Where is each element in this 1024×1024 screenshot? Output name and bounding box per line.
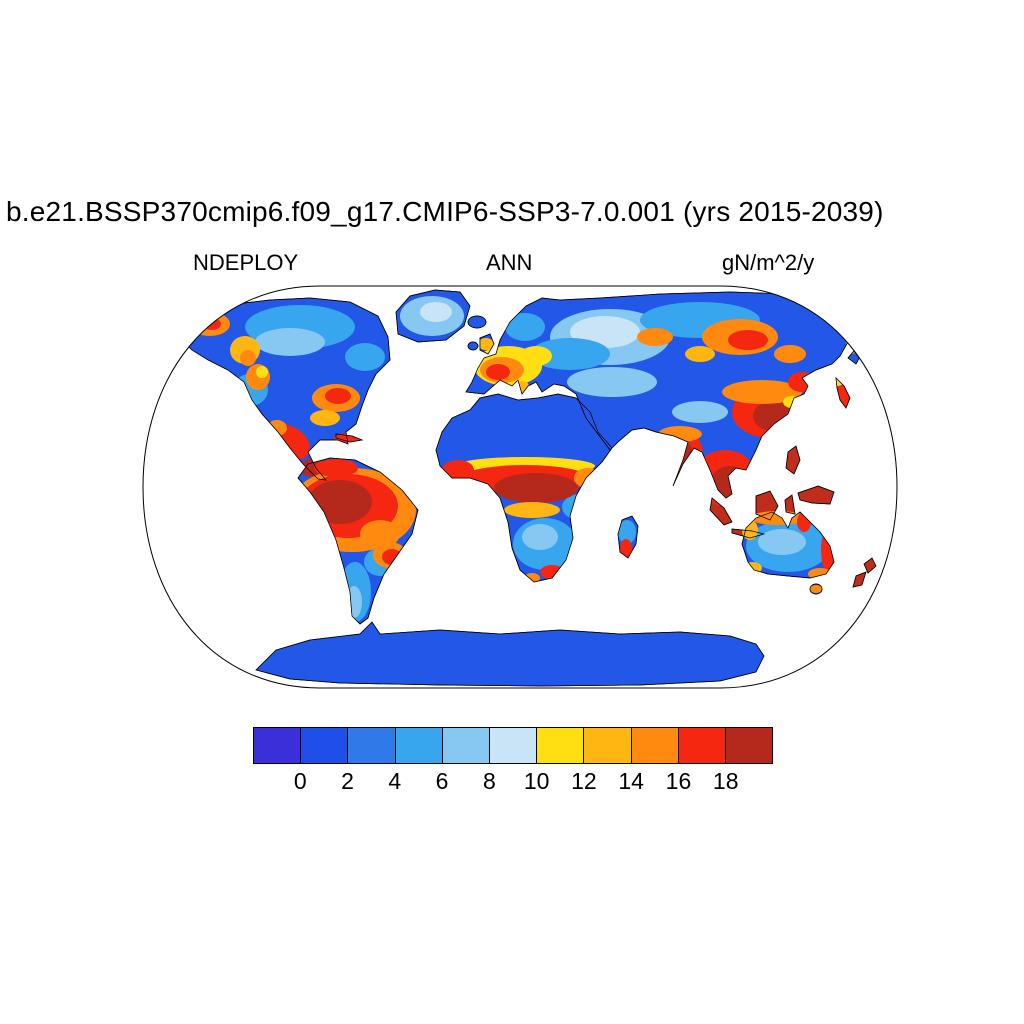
colorbar-box — [724, 728, 773, 763]
colorbar-box — [488, 728, 537, 763]
colorbar-box — [300, 728, 348, 763]
colorbar-tick-label: 14 — [618, 768, 644, 794]
colorbar-box — [347, 728, 395, 763]
colorbar-box — [254, 728, 301, 763]
colorbar-box — [441, 728, 489, 763]
colorbar-box — [677, 728, 725, 763]
colorbar-tick-label: 18 — [712, 768, 739, 794]
colorbar-tick-label: 4 — [388, 768, 402, 794]
colorbar-tick-label: 12 — [571, 768, 597, 794]
colorbar-tick-label: 16 — [665, 768, 692, 794]
colorbar-tick-label: 0 — [293, 768, 307, 794]
colorbar-tick-label: 10 — [523, 768, 550, 794]
colorbar — [253, 727, 773, 764]
colorbar-labels: 0 2 4 6 8 10 12 14 16 18 — [253, 768, 773, 796]
colorbar-tick-label: 2 — [341, 768, 354, 794]
season-label: ANN — [486, 250, 533, 275]
plot-title: b.e21.BSSP370cmip6.f09_g17.CMIP6-SSP3-7.… — [6, 196, 884, 227]
colorbar-box — [536, 728, 584, 763]
colorbar-tick-label: 8 — [482, 768, 496, 794]
colorbar-box — [394, 728, 442, 763]
colorbar-box — [630, 728, 678, 763]
units-label: gN/m^2/y — [722, 250, 815, 275]
colorbar-box — [583, 728, 631, 763]
world-map — [142, 285, 898, 689]
colorbar-tick-label: 6 — [435, 768, 449, 794]
variable-label: NDEPLOY — [193, 250, 299, 275]
